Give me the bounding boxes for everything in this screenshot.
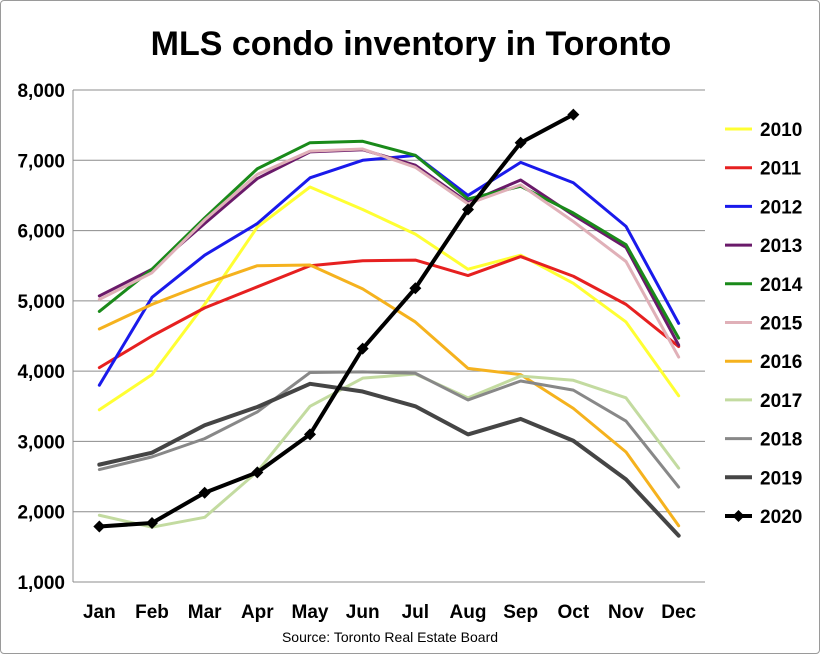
series-line-2015: [97, 147, 681, 359]
x-tick-label: Oct: [557, 602, 589, 623]
legend-label-2019: 2019: [760, 468, 802, 489]
data-point-2020: [146, 516, 158, 529]
data-point-2020: [251, 466, 264, 479]
y-tick-label: 3,000: [17, 432, 65, 453]
y-tick-label: 8,000: [17, 81, 65, 102]
series-line-2016: [97, 263, 681, 528]
x-tick-label: Mar: [188, 602, 222, 623]
series-line-2018: [97, 370, 681, 489]
x-tick-label: Jun: [346, 602, 380, 623]
legend-label-2017: 2017: [760, 391, 802, 412]
legend-marker-2020: [732, 510, 745, 522]
legend-label-2016: 2016: [760, 352, 802, 373]
plot-area: 1,000 2,000 3,000 4,000 5,000 6,000 7,000 8,000…: [17, 81, 705, 623]
y-tick-label: 2,000: [17, 503, 65, 524]
legend-label-2018: 2018: [760, 430, 802, 451]
chart-source: Source: Toronto Real Estate Board: [282, 629, 498, 645]
legend-label-2011: 2011: [760, 159, 802, 180]
y-tick-label: 6,000: [17, 222, 65, 243]
legend-label-2012: 2012: [760, 197, 802, 218]
data-point-2020: [567, 108, 580, 121]
x-tick-label: Apr: [241, 602, 274, 623]
data-point-2020: [356, 342, 369, 355]
data-point-2020: [198, 486, 211, 499]
legend-label-2010: 2010: [760, 120, 802, 141]
legend-label-2020: 2020: [760, 507, 802, 528]
legend-label-2015: 2015: [760, 314, 803, 335]
legend-label-2013: 2013: [760, 236, 802, 257]
data-point-2020: [304, 428, 316, 441]
series-line-2010: [97, 185, 681, 412]
data-point-2020: [409, 282, 422, 295]
legend-label-2014: 2014: [760, 275, 803, 296]
x-tick-label: May: [292, 602, 329, 623]
y-tick-label: 1,000: [17, 573, 65, 594]
chart-title: MLS condo inventory in Toronto: [151, 25, 672, 63]
series-line-2011: [97, 255, 681, 370]
y-tick-label: 5,000: [17, 292, 65, 313]
series-line-2019: [97, 381, 681, 538]
x-tick-label: Dec: [661, 602, 696, 623]
x-tick-label: Feb: [135, 602, 169, 623]
series-line-2020: [97, 112, 576, 529]
x-tick-label: Sep: [503, 602, 538, 623]
series-line-2014: [97, 139, 681, 340]
x-tick-label: Aug: [450, 602, 487, 623]
data-point-2020: [514, 136, 527, 149]
series-line-2017: [97, 372, 681, 529]
data-point-2020: [462, 203, 474, 216]
series-line-2012: [97, 153, 681, 387]
data-point-2020: [93, 520, 106, 533]
x-tick-label: Jan: [83, 602, 116, 623]
y-tick-label: 4,000: [17, 362, 65, 383]
legend: 2010 2011 2012 2013 2014 2015 2016 2017 2018 2019…: [725, 120, 803, 528]
x-tick-label: Nov: [608, 602, 644, 623]
y-tick-label: 7,000: [17, 151, 65, 172]
x-tick-label: Jul: [402, 602, 429, 623]
